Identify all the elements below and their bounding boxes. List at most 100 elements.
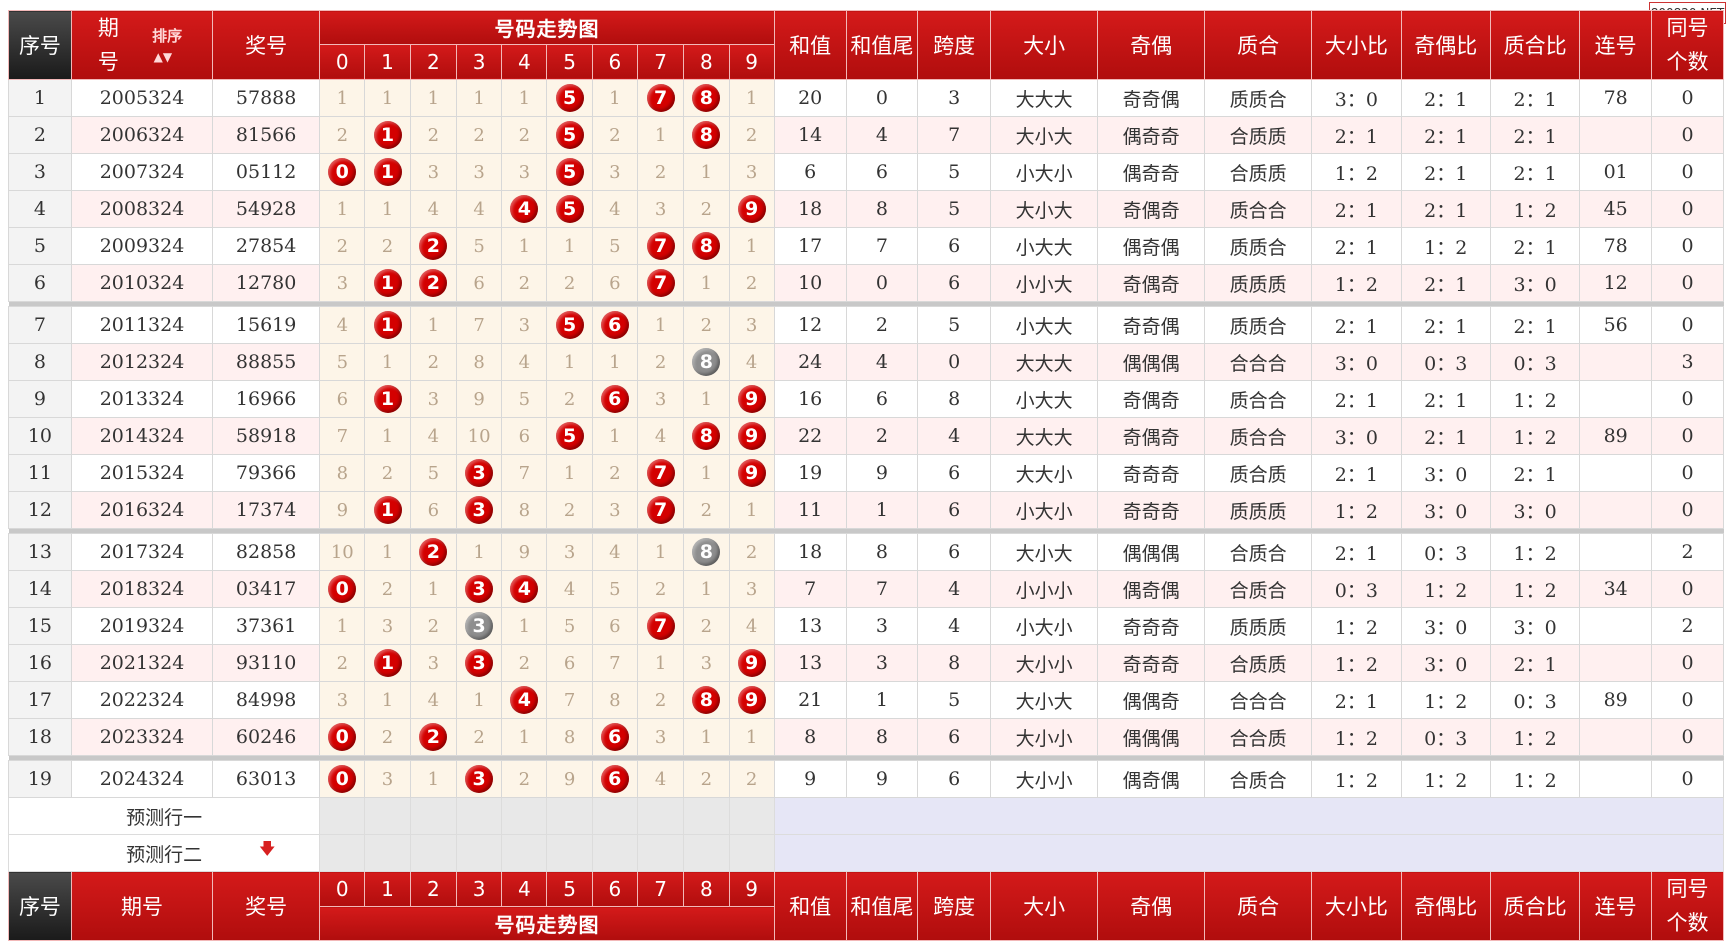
prediction-digit-cell-0[interactable]	[319, 797, 366, 835]
footer-prime[interactable]: 质合	[1204, 871, 1313, 941]
footer-digit-9[interactable]: 9	[728, 871, 775, 907]
trend-cell-5: 5	[546, 417, 593, 455]
hit-number-ball: 9	[737, 649, 766, 677]
row-prime-ratio: 3：0	[1489, 491, 1581, 529]
row-award: 27854	[212, 227, 321, 265]
prediction-digit-cell-9[interactable]	[728, 834, 775, 872]
footer-size-ratio[interactable]: 大小比	[1311, 871, 1402, 941]
row-sum: 7	[773, 570, 847, 608]
header-same-count[interactable]: 同号 个数	[1651, 10, 1724, 80]
footer-size[interactable]: 大小	[990, 871, 1099, 941]
hit-number-ball: 9	[737, 385, 766, 413]
prediction-digit-cell-5[interactable]	[546, 834, 593, 872]
footer-parity[interactable]: 奇偶	[1097, 871, 1206, 941]
header-sum-tail[interactable]: 和值尾	[845, 10, 919, 80]
row-sum-tail: 1	[845, 681, 919, 719]
footer-prime-ratio[interactable]: 质合比	[1489, 871, 1581, 941]
scroll-down-arrow-icon[interactable]: 🡇	[259, 839, 276, 858]
prediction-label[interactable]: 预测行二	[7, 834, 321, 872]
footer-digit-0[interactable]: 0	[319, 871, 366, 907]
prediction-digit-cell-3[interactable]	[455, 834, 503, 872]
row-seq: 9	[8, 380, 72, 418]
header-period[interactable]: 期号 排序 ▲▼	[70, 10, 214, 80]
row-period: 2005324	[70, 79, 214, 117]
footer-digit-7[interactable]: 7	[636, 871, 685, 907]
header-parity[interactable]: 奇偶	[1097, 10, 1206, 80]
trend-cell-2: 2	[409, 607, 457, 645]
prediction-digit-cell-2[interactable]	[409, 834, 457, 872]
prediction-digit-cell-1[interactable]	[364, 797, 411, 835]
prediction-digit-cell-6[interactable]	[591, 797, 638, 835]
footer-digit-2[interactable]: 2	[409, 871, 457, 907]
row-consec	[1579, 380, 1653, 418]
header-prime[interactable]: 质合	[1204, 10, 1313, 80]
footer-sum[interactable]: 和值	[773, 871, 847, 941]
header-seq[interactable]: 序号	[8, 10, 72, 80]
footer-period[interactable]: 期号	[70, 871, 214, 941]
header-consec[interactable]: 连号	[1579, 10, 1653, 80]
prediction-digit-cell-0[interactable]	[319, 834, 366, 872]
footer-digit-3[interactable]: 3	[455, 871, 503, 907]
header-digit-7[interactable]: 7	[636, 43, 685, 81]
header-prime-ratio[interactable]: 质合比	[1489, 10, 1581, 80]
prediction-digit-cell-3[interactable]	[455, 797, 503, 835]
prediction-digit-cell-9[interactable]	[728, 797, 775, 835]
footer-seq[interactable]: 序号	[8, 871, 72, 941]
footer-digit-5[interactable]: 5	[546, 871, 593, 907]
row-seq: 4	[8, 190, 72, 228]
row-sum: 20	[773, 79, 847, 117]
header-digit-1[interactable]: 1	[364, 43, 411, 81]
footer-sum-tail[interactable]: 和值尾	[845, 871, 919, 941]
trend-cell-2: 3	[409, 644, 457, 682]
header-digit-0[interactable]: 0	[319, 43, 366, 81]
footer-consec[interactable]: 连号	[1579, 871, 1653, 941]
footer-award[interactable]: 奖号	[212, 871, 321, 941]
trend-cell-4: 4	[501, 343, 548, 381]
prediction-digit-cell-8[interactable]	[683, 797, 730, 835]
header-size-ratio[interactable]: 大小比	[1311, 10, 1402, 80]
trend-cell-8: 8	[683, 343, 730, 381]
header-digit-3[interactable]: 3	[455, 43, 503, 81]
row-parity: 偶奇奇	[1097, 116, 1206, 154]
row-size: 大大大	[990, 343, 1099, 381]
trend-cell-8: 1	[683, 380, 730, 418]
prediction-label[interactable]: 预测行一	[7, 797, 321, 835]
sort-arrows-icon[interactable]: ▲▼	[153, 50, 173, 64]
prediction-digit-cell-8[interactable]	[683, 834, 730, 872]
prediction-digit-cell-4[interactable]	[501, 834, 548, 872]
footer-digit-6[interactable]: 6	[591, 871, 638, 907]
trend-cell-6: 1	[591, 417, 638, 455]
prediction-digit-cell-5[interactable]	[546, 797, 593, 835]
footer-parity-ratio[interactable]: 奇偶比	[1400, 871, 1491, 941]
prediction-digit-cell-6[interactable]	[591, 834, 638, 872]
header-digit-2[interactable]: 2	[409, 43, 457, 81]
header-digit-5[interactable]: 5	[546, 43, 593, 81]
prediction-digit-cell-7[interactable]	[636, 797, 685, 835]
row-parity: 奇偶奇	[1097, 417, 1206, 455]
prediction-digit-cell-7[interactable]	[636, 834, 685, 872]
footer-same-count[interactable]: 同号 个数	[1651, 871, 1724, 941]
row-span: 5	[917, 153, 992, 191]
table-row: 16 2021324 93110 2 1 3 3 2 6 7 1 3 9 13 3 8 大小小 奇奇奇 合质质 1：2…	[8, 644, 1724, 682]
prediction-digit-cell-2[interactable]	[409, 797, 457, 835]
header-sum[interactable]: 和值	[773, 10, 847, 80]
header-digit-6[interactable]: 6	[591, 43, 638, 81]
footer-digit-1[interactable]: 1	[364, 871, 411, 907]
trend-cell-4: 5	[501, 380, 548, 418]
sort-button[interactable]: 排序	[152, 27, 183, 45]
row-period: 2021324	[70, 644, 214, 682]
prediction-digit-cell-4[interactable]	[501, 797, 548, 835]
header-span[interactable]: 跨度	[917, 10, 992, 80]
footer-digit-4[interactable]: 4	[501, 871, 548, 907]
header-size[interactable]: 大小	[990, 10, 1099, 80]
header-award[interactable]: 奖号	[212, 10, 321, 80]
header-digit-4[interactable]: 4	[501, 43, 548, 81]
footer-span[interactable]: 跨度	[917, 871, 992, 941]
row-period: 2007324	[70, 153, 214, 191]
header-parity-ratio[interactable]: 奇偶比	[1400, 10, 1491, 80]
prediction-digit-cell-1[interactable]	[364, 834, 411, 872]
footer-digit-8[interactable]: 8	[683, 871, 730, 907]
header-digit-9[interactable]: 9	[728, 43, 775, 81]
header-digit-8[interactable]: 8	[683, 43, 730, 81]
